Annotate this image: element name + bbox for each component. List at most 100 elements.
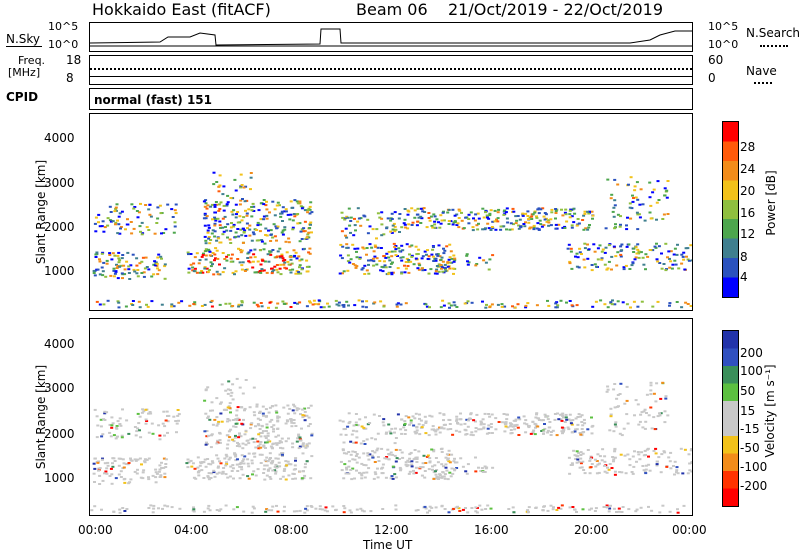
echo-cell-319 — [198, 271, 202, 274]
echo-cell-191 — [215, 472, 219, 475]
echo-cell-1344 — [665, 189, 669, 192]
echo-cell-389 — [300, 228, 304, 231]
echo-cell-1493 — [192, 508, 196, 511]
echo-cell-597 — [305, 236, 309, 239]
echo-cell-955 — [457, 226, 461, 229]
nave-tick-high: 60 — [708, 53, 724, 67]
echo-cell-170 — [119, 227, 122, 230]
echo-cell-625 — [212, 171, 216, 174]
echo-cell-900 — [502, 213, 506, 216]
echo-cell-852 — [353, 217, 356, 220]
echo-cell-1366 — [250, 511, 254, 514]
echo-cell-1423 — [170, 303, 174, 306]
echo-cell-769 — [450, 453, 454, 456]
echo-cell-757 — [357, 456, 361, 459]
echo-cell-971 — [455, 213, 459, 216]
echo-cell-1370 — [453, 304, 457, 307]
echo-cell-515 — [308, 423, 312, 425]
xtick-0400: 04:00 — [174, 523, 209, 537]
echo-cell-1475 — [394, 508, 398, 511]
echo-cell-1304 — [636, 403, 640, 406]
echo-cell-594 — [255, 229, 259, 231]
echo-cell-16 — [105, 467, 109, 470]
echo-cell-1352 — [663, 187, 667, 190]
echo-cell-864 — [347, 422, 351, 425]
echo-cell-1178 — [686, 258, 690, 261]
echo-cell-990 — [500, 421, 504, 424]
echo-cell-790 — [408, 453, 412, 456]
echo-cell-1341 — [632, 197, 635, 199]
echo-cell-787 — [448, 261, 452, 264]
echo-cell-695 — [385, 252, 389, 255]
echo-cell-1440 — [636, 305, 640, 308]
echo-cell-1427 — [423, 505, 427, 508]
echo-cell-1042 — [518, 418, 522, 421]
echo-cell-570 — [202, 200, 206, 203]
echo-cell-557 — [240, 219, 244, 222]
echo-cell-458 — [287, 237, 291, 240]
echo-cell-822 — [338, 419, 342, 422]
echo-cell-548 — [289, 213, 293, 216]
echo-cell-418 — [260, 239, 264, 241]
echo-cell-673 — [382, 255, 386, 258]
echo-cell-511 — [304, 446, 308, 449]
echo-cell-1001 — [509, 429, 513, 431]
echo-cell-472 — [297, 435, 301, 438]
echo-cell-774 — [384, 476, 388, 479]
echo-cell-1004 — [408, 423, 412, 426]
echo-cell-315 — [187, 267, 191, 270]
echo-cell-149 — [134, 434, 138, 437]
echo-cell-110 — [139, 230, 142, 233]
echo-cell-678 — [366, 454, 370, 457]
echo-cell-376 — [269, 240, 273, 242]
echo-cell-844 — [400, 432, 404, 435]
echo-cell-1122 — [478, 256, 482, 259]
echo-cell-735 — [376, 467, 379, 470]
echo-cell-867 — [380, 211, 384, 214]
echo-cell-687 — [368, 259, 372, 262]
echo-cell-380 — [295, 200, 299, 203]
echo-cell-1162 — [673, 460, 677, 463]
echo-cell-367 — [235, 213, 238, 216]
echo-cell-520 — [222, 204, 226, 207]
echo-cell-551 — [231, 419, 235, 421]
echo-cell-19 — [133, 470, 137, 473]
echo-cell-368 — [203, 205, 207, 208]
echo-cell-929 — [455, 415, 459, 418]
echo-cell-20 — [138, 457, 142, 460]
echo-cell-1495 — [219, 508, 223, 511]
echo-cell-990 — [490, 226, 494, 228]
echo-cell-939 — [515, 219, 519, 222]
echo-cell-1101 — [465, 433, 469, 435]
echo-cell-1523 — [95, 300, 99, 303]
echo-cell-830 — [356, 424, 360, 427]
xtick-1600: 16:00 — [474, 523, 509, 537]
echo-cell-1272 — [632, 251, 636, 253]
echo-cell-1201 — [675, 469, 679, 472]
echo-cell-549 — [309, 223, 312, 226]
echo-cell-550 — [258, 418, 262, 421]
echo-cell-331 — [204, 254, 208, 257]
echo-cell-173 — [97, 213, 101, 216]
echo-cell-18 — [98, 483, 102, 485]
echo-cell-565 — [261, 430, 265, 433]
echo-cell-347 — [259, 271, 263, 274]
echo-cell-1357 — [609, 504, 612, 507]
echo-cell-812 — [399, 428, 403, 431]
echo-cell-1303 — [666, 213, 670, 215]
echo-cell-230 — [278, 247, 282, 250]
echo-cell-153 — [114, 207, 118, 210]
echo-cell-660 — [432, 450, 436, 453]
echo-cell-1015 — [564, 213, 568, 216]
xtick-2400: 00:00 — [672, 523, 707, 537]
echo-cell-373 — [278, 204, 281, 207]
echo-cell-322 — [204, 250, 208, 252]
echo-cell-1525 — [237, 305, 241, 308]
echo-cell-211 — [197, 474, 201, 477]
echo-cell-1277 — [605, 471, 609, 474]
echo-cell-722 — [401, 249, 405, 252]
echo-cell-891 — [409, 419, 413, 422]
echo-cell-5 — [92, 472, 96, 475]
echo-cell-1325 — [662, 213, 666, 216]
velocity-cbtick-m15: -15 — [740, 422, 760, 436]
